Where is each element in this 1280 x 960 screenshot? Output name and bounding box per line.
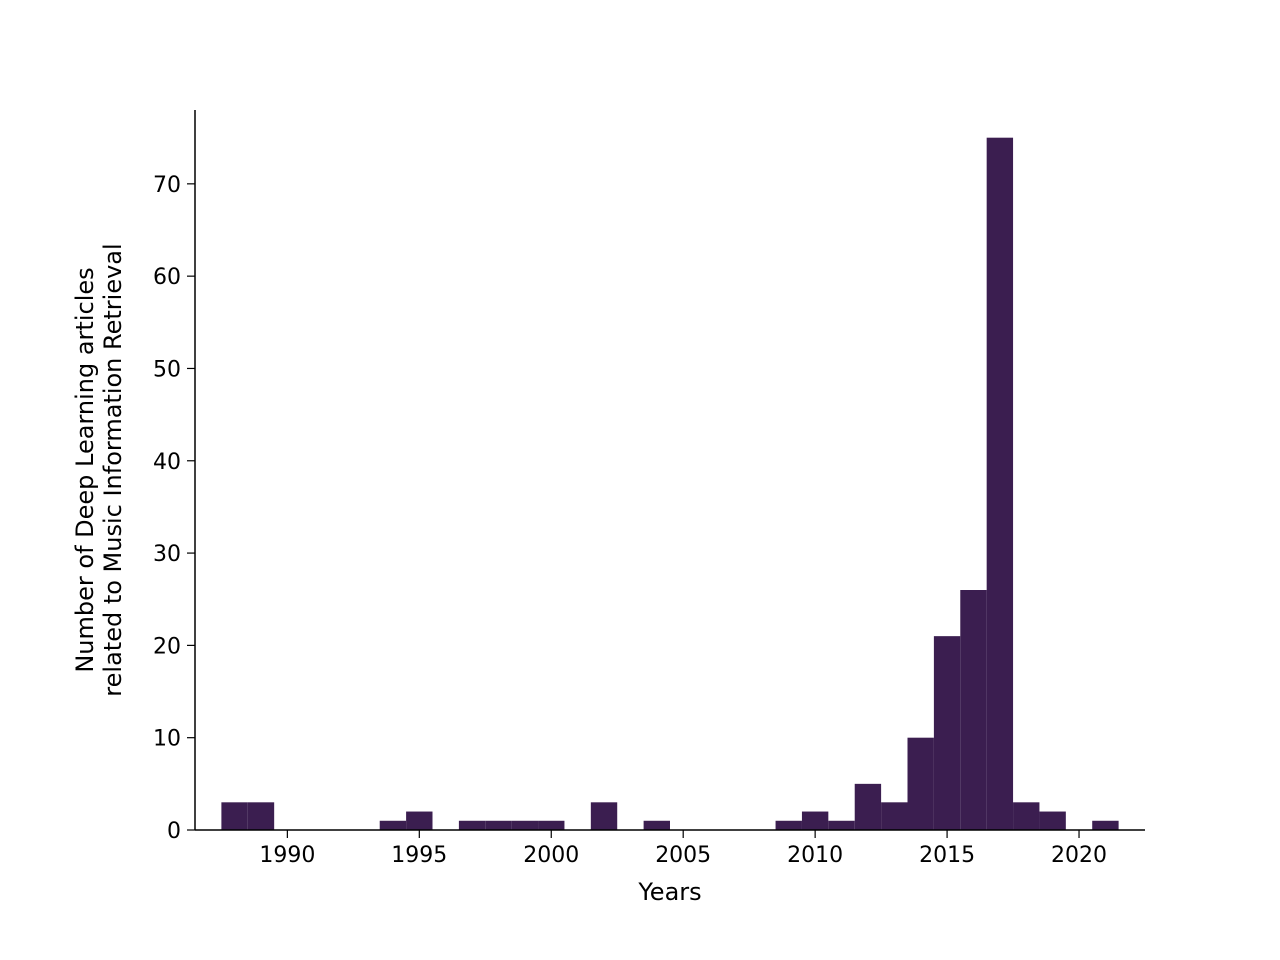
bar (855, 784, 881, 830)
x-tick-label: 2010 (787, 843, 843, 868)
y-tick-label: 20 (153, 634, 181, 659)
bar (934, 636, 960, 830)
chart-container: 1990 1995 2000 2005 2010 2015 2020 0 10 20 30 40 50 6… (0, 0, 1280, 960)
x-tick-label: 2020 (1051, 843, 1107, 868)
y-tick-label: 10 (153, 727, 181, 752)
y-tick-label: 50 (153, 357, 181, 382)
bar (248, 802, 274, 830)
bar (221, 802, 247, 830)
x-tick-label: 1995 (391, 843, 447, 868)
bar (881, 802, 907, 830)
y-axis-label: Number of Deep Learning articlesrelated … (71, 243, 127, 696)
x-axis-label: Years (637, 878, 701, 906)
y-tick-label: 0 (167, 819, 181, 844)
y-tick-label: 70 (153, 173, 181, 198)
bar (776, 821, 802, 830)
y-tick-label: 60 (153, 265, 181, 290)
bar (538, 821, 564, 830)
bar (380, 821, 406, 830)
bar (1092, 821, 1118, 830)
bar (459, 821, 485, 830)
bar-chart: 1990 1995 2000 2005 2010 2015 2020 0 10 20 30 40 50 6… (0, 0, 1280, 960)
bar (908, 738, 934, 830)
x-tick-label: 2015 (919, 843, 975, 868)
bar (987, 138, 1013, 830)
bar (960, 590, 986, 830)
y-axis-label-line1: Number of Deep Learning articles (71, 267, 99, 672)
x-tick-label: 2005 (655, 843, 711, 868)
bar (512, 821, 538, 830)
bar (485, 821, 511, 830)
x-tick-label: 2000 (523, 843, 579, 868)
bar (406, 812, 432, 830)
bar (644, 821, 670, 830)
y-tick-label: 30 (153, 542, 181, 567)
bar (591, 802, 617, 830)
x-tick-label: 1990 (259, 843, 315, 868)
y-tick-label: 40 (153, 450, 181, 475)
bar (1013, 802, 1039, 830)
bar (1039, 812, 1065, 830)
bar (828, 821, 854, 830)
bar (802, 812, 828, 830)
y-axis-label-line2: related to Music Information Retrieval (99, 243, 127, 696)
